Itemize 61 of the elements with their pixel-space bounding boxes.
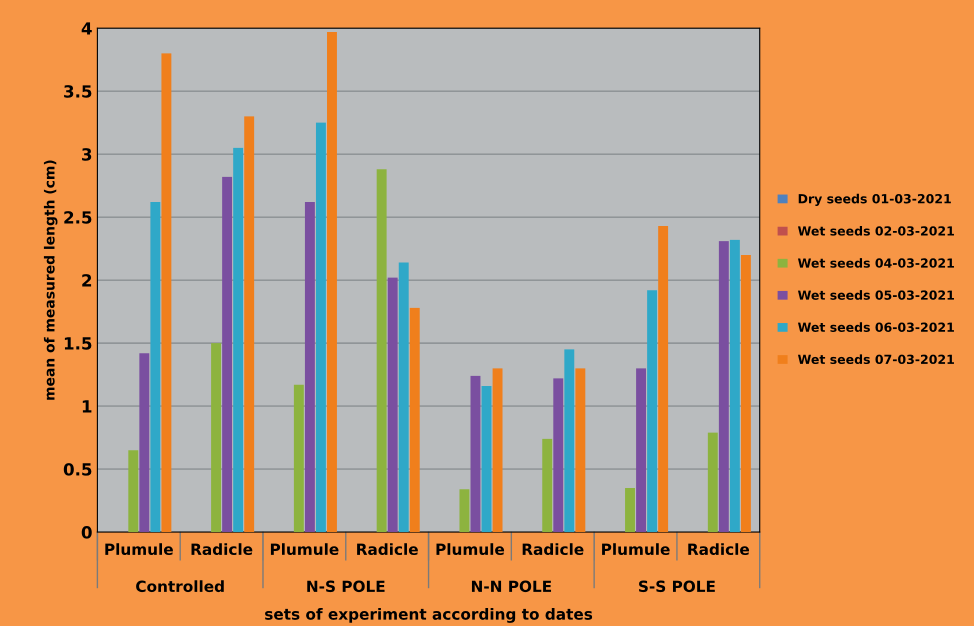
bar [708,432,718,532]
legend-label: Wet seeds 07-03-2021 [798,354,954,364]
bar [492,368,503,532]
bar [327,32,337,532]
bar [482,386,492,532]
bar [575,368,586,532]
bar [564,349,574,532]
bar [294,384,304,532]
x-tick-label: Plumule [602,543,670,556]
text: N-N POLE [472,580,552,592]
legend-label: Wet seeds 04-03-2021 [798,258,954,268]
bar [304,202,315,532]
bar [161,53,172,532]
y-tick-label: 0.5 [64,463,92,476]
bar [388,278,398,532]
bar [398,262,409,532]
y-tick-label: 4 [82,22,92,34]
bar [233,148,244,532]
bar [376,169,387,532]
legend-label: Dry seeds 01-03-2021 [798,194,951,206]
bar [459,489,470,532]
bar [636,368,646,532]
x-tick-label: Plumule [270,543,338,556]
x-axis-title: sets of experiment according to dates [265,608,592,623]
legend-label: Wet seeds 06-03-2021 [798,322,954,332]
y-tick-label: 3 [82,148,92,161]
bar [410,308,420,532]
text: Controlled [136,580,224,592]
bar [128,450,138,532]
bar [625,488,635,532]
legend-label: Wet seeds 05-03-2021 [798,290,954,300]
bar [316,122,326,532]
bar [222,176,232,532]
y-tick-label: 0 [82,526,92,539]
x-tick-label: Radicle [357,543,418,556]
text: S-S POLE [639,580,715,592]
x-tick-label: Radicle [688,543,750,556]
y-tick-label: 1.5 [64,337,92,350]
bar [150,202,160,532]
bar [244,116,254,532]
text: N-S POLE [307,580,385,592]
y-tick-label: 2 [82,274,92,286]
bar [730,240,740,532]
bar [553,378,564,532]
y-tick-label: 3.5 [64,85,92,98]
x-tick-label: Radicle [522,543,584,556]
y-tick-label: 2.5 [64,211,92,224]
bar [647,290,658,532]
y-axis-title: mean of measured length (cm) [44,160,58,400]
x-tick-label: Plumule [105,543,173,556]
bar [718,241,729,532]
x-tick-label: Plumule [436,543,504,556]
bar [470,376,480,532]
bar [211,343,222,532]
legend-label: Wet seeds 02-03-2021 [798,226,954,236]
x-tick-label: Radicle [192,543,252,556]
y-tick-label: 1 [82,400,92,412]
bar [740,254,751,532]
bar [658,226,668,532]
bar [139,353,150,532]
bar [542,438,552,532]
